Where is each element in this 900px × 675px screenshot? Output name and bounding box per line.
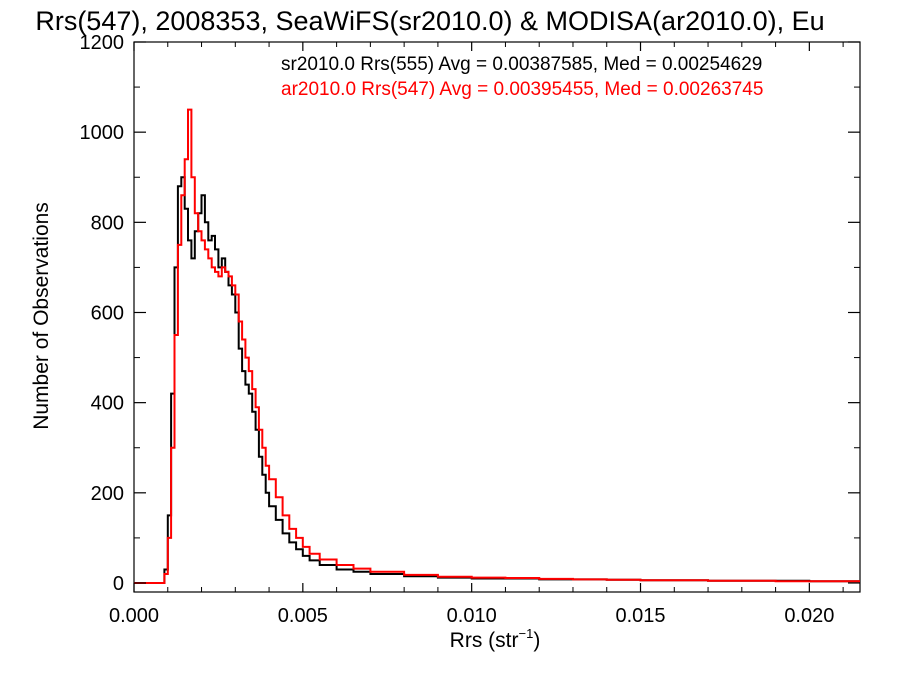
x-tick-label: 0.020 [784,605,834,627]
y-tick-label: 200 [91,483,124,505]
legend-entry-seawifs: sr2010.0 Rrs(555) Avg = 0.00387585, Med … [281,54,762,75]
x-axis-label-superscript: −1 [519,626,534,641]
legend-entry-modisa: ar2010.0 Rrs(547) Avg = 0.00395455, Med … [281,79,763,100]
chart-title: Rrs(547), 2008353, SeaWiFS(sr2010.0) & M… [35,6,824,36]
plot-frame [133,41,861,593]
y-axis-label: Number of Observations [30,202,53,430]
y-tick-label: 0 [113,573,124,595]
y-tick-label: 1000 [80,122,125,144]
x-tick-label: 0.005 [278,605,328,627]
series-layer [134,108,860,584]
plot-area [133,41,861,593]
series-line-0 [134,176,860,584]
axes-layer: 0.000 0.005 0.010 0.015 0.020 0 200 400 600 800 10… [80,32,860,627]
x-tick-label: 0.010 [447,605,497,627]
x-tick-label: 0.015 [615,605,665,627]
x-axis-label: Rrs (str−1) [450,626,541,652]
y-tick-label: 1200 [80,32,125,54]
x-tick-label: 0.000 [109,605,159,627]
x-axis-label-end: ) [533,629,540,652]
y-tick-label: 600 [91,302,124,324]
y-tick-label: 800 [91,212,124,234]
y-tick-label: 400 [91,393,124,415]
x-axis-label-main: Rrs (str [450,629,519,652]
series-line-1 [134,108,860,584]
